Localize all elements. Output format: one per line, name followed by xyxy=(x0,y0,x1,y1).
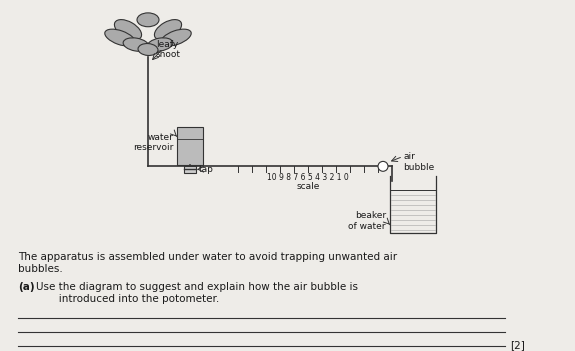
Ellipse shape xyxy=(137,13,159,27)
Text: scale: scale xyxy=(296,182,320,191)
Text: water
reservoir: water reservoir xyxy=(133,133,174,152)
Ellipse shape xyxy=(123,38,149,51)
Bar xyxy=(177,127,203,165)
Ellipse shape xyxy=(161,29,191,46)
Text: 10 9 8 7 6 5 4 3 2 1 0: 10 9 8 7 6 5 4 3 2 1 0 xyxy=(267,173,349,182)
Text: leafy
shoot: leafy shoot xyxy=(156,40,181,59)
Ellipse shape xyxy=(138,44,158,55)
Ellipse shape xyxy=(147,38,173,51)
Ellipse shape xyxy=(114,20,141,40)
Text: air
bubble: air bubble xyxy=(403,152,434,172)
Text: beaker
of water: beaker of water xyxy=(348,211,386,231)
Ellipse shape xyxy=(155,20,182,40)
Text: Use the diagram to suggest and explain how the air bubble is
       introduced i: Use the diagram to suggest and explain h… xyxy=(36,282,358,304)
Text: (a): (a) xyxy=(18,282,34,292)
Text: [2]: [2] xyxy=(510,340,525,351)
Bar xyxy=(184,166,196,173)
Text: tap: tap xyxy=(199,165,214,174)
Text: The apparatus is assembled under water to avoid trapping unwanted air
bubbles.: The apparatus is assembled under water t… xyxy=(18,252,397,274)
Circle shape xyxy=(378,161,388,171)
Ellipse shape xyxy=(105,29,135,46)
